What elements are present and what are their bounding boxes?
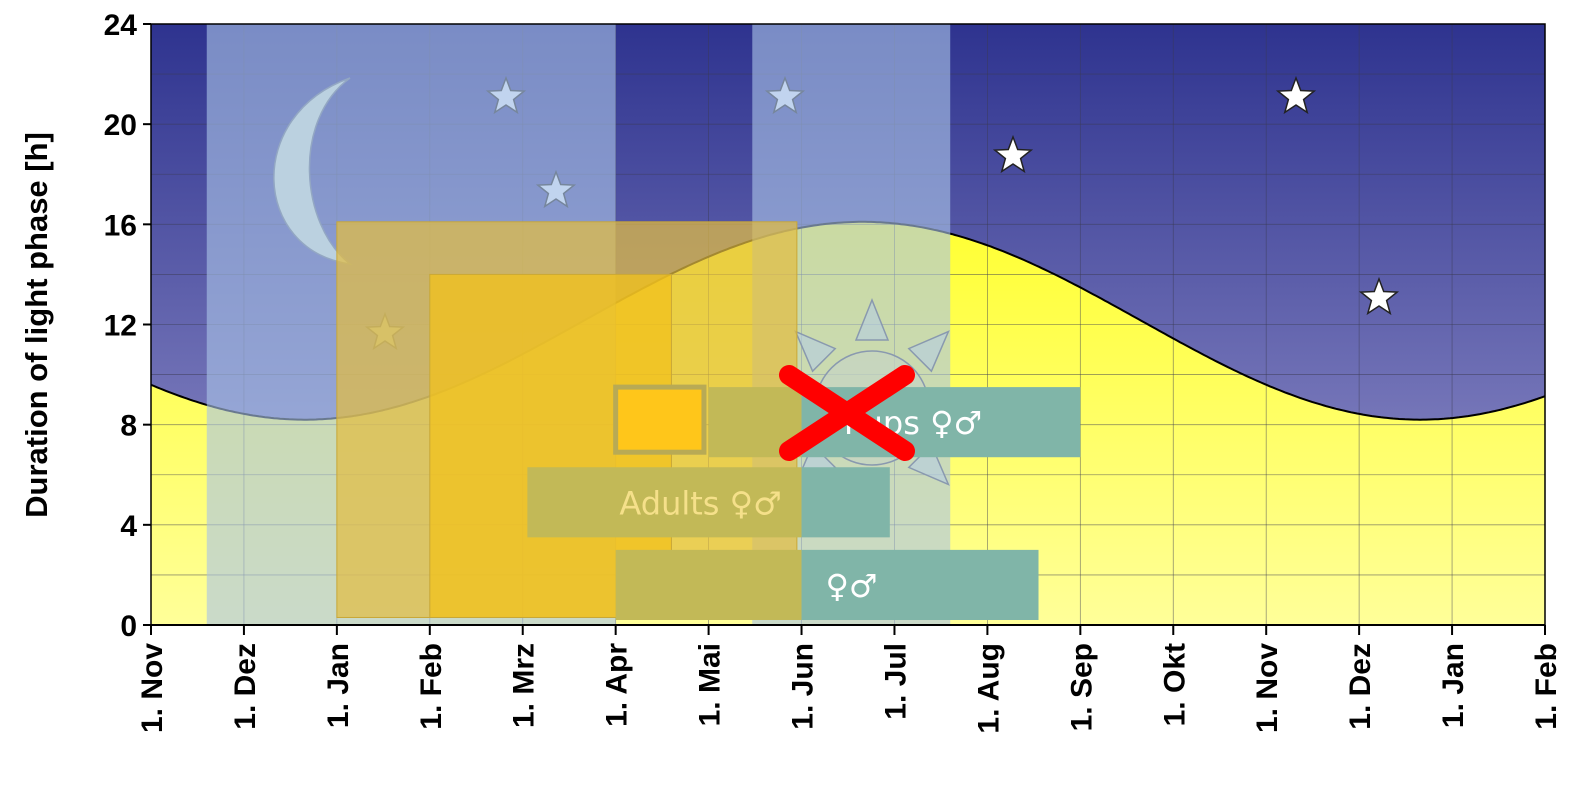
y-tick-label: 20	[104, 109, 137, 142]
y-tick-label: 12	[104, 310, 137, 343]
y-tick-label: 0	[120, 610, 137, 643]
x-tick-label: 1. Jun	[787, 643, 820, 730]
x-tick-label: 1. Dez	[1344, 643, 1377, 730]
y-tick-label: 4	[120, 510, 137, 543]
star-icon	[1275, 75, 1317, 115]
y-tick-label: 24	[104, 9, 138, 42]
x-tick-label: 1. Aug	[972, 643, 1005, 734]
stage-bar-teal	[801, 549, 1039, 620]
y-axis-label: Duration of light phase [h]	[19, 132, 54, 518]
stage-bar-label: Adults ♀♂	[619, 484, 781, 522]
x-tick-label: 1. Nov	[136, 643, 169, 733]
x-tick-label: 1. Nov	[1251, 643, 1284, 733]
pups-marker-box	[613, 384, 707, 455]
y-tick-label: 8	[120, 410, 137, 443]
x-tick-label: 1. Jan	[1437, 643, 1470, 728]
x-tick-label: 1. Dez	[229, 643, 262, 730]
star-icon	[992, 134, 1034, 174]
stage-bar-teal	[801, 467, 890, 538]
x-tick-label: 1. Sep	[1065, 643, 1098, 731]
y-tick-label: 16	[104, 209, 137, 242]
x-tick-label: 1. Mrz	[508, 643, 541, 728]
axes: 0 4 8 12 16 20 24 1. Nov 1. Dez 1. Jan 1. Feb 1. Mr…	[104, 9, 1563, 734]
stage-bar-olive	[615, 549, 802, 620]
cross-stroke	[779, 365, 915, 461]
x-tick-label: 1. Mai	[694, 643, 727, 726]
x-tick-label: 1. Jan	[322, 643, 355, 728]
red-cross-icon	[779, 365, 915, 461]
x-tick-label: 1. Feb	[1530, 643, 1563, 730]
stage-bar-olive	[527, 467, 802, 538]
x-tick-label: 1. Jul	[879, 643, 912, 720]
x-tick-label: 1. Feb	[415, 643, 448, 730]
x-tick-label: 1. Okt	[1158, 643, 1191, 726]
star-icon	[1358, 276, 1400, 316]
stage-bar-label: ♀♂	[825, 567, 877, 605]
x-tick-label: 1. Apr	[601, 643, 634, 727]
